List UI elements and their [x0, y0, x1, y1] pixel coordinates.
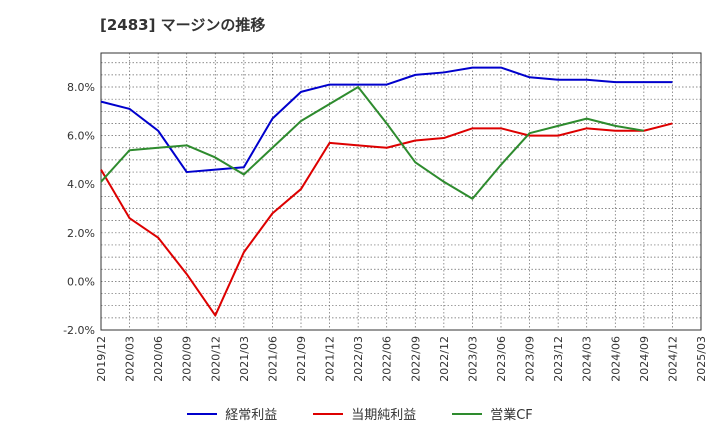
- grid-lines: [100, 53, 702, 331]
- x-tick-label: 2025/03: [695, 336, 708, 382]
- x-tick-label: 2024/06: [609, 336, 622, 382]
- x-tick-label: 2021/06: [266, 336, 279, 382]
- x-tick-label: 2023/03: [466, 336, 479, 382]
- series-lines: [100, 66, 673, 317]
- x-tick-label: 2023/12: [552, 336, 565, 382]
- y-axis-ticks: -2.0% 0.0% 2.0% 4.0% 6.0% 8.0%: [63, 81, 95, 337]
- y-tick-label: 8.0%: [67, 81, 95, 94]
- x-tick-label: 2020/09: [181, 336, 194, 382]
- series-line-0: [100, 66, 673, 174]
- x-tick-label: 2023/06: [495, 336, 508, 382]
- chart-title: [2483] マージンの推移: [100, 16, 266, 34]
- x-tick-label: 2019/12: [95, 336, 108, 382]
- series-line-1: [100, 122, 673, 317]
- x-tick-label: 2024/03: [581, 336, 594, 382]
- y-tick-label: 2.0%: [67, 227, 95, 240]
- x-tick-label: 2021/09: [295, 336, 308, 382]
- x-tick-label: 2022/06: [381, 336, 394, 382]
- legend-item-operating-cf: 営業CF: [452, 404, 533, 423]
- x-axis-ticks: 2019/12 2020/03 2020/06 2020/09 2020/12 2021/…: [95, 336, 708, 382]
- plot-area: [100, 52, 702, 331]
- x-tick-label: 2020/12: [209, 336, 222, 382]
- x-tick-label: 2021/03: [238, 336, 251, 382]
- y-tick-label: 6.0%: [67, 130, 95, 143]
- legend-swatch-ordinary-profit: [187, 412, 218, 415]
- x-tick-label: 2021/12: [324, 336, 337, 382]
- series-line-2: [100, 86, 645, 200]
- legend-swatch-net-profit: [313, 412, 344, 415]
- legend-item-ordinary-profit: 経常利益: [187, 404, 277, 423]
- x-tick-label: 2022/09: [409, 336, 422, 382]
- x-tick-label: 2024/12: [666, 336, 679, 382]
- legend-swatch-operating-cf: [452, 412, 483, 415]
- x-tick-label: 2023/09: [524, 336, 537, 382]
- legend-item-net-profit: 当期純利益: [313, 404, 416, 423]
- x-tick-label: 2020/03: [124, 336, 137, 382]
- x-tick-label: 2022/12: [438, 336, 451, 382]
- legend-label-ordinary-profit: 経常利益: [225, 408, 278, 423]
- legend: 経常利益 当期純利益 営業CF: [0, 404, 720, 423]
- x-tick-label: 2020/06: [152, 336, 165, 382]
- y-tick-label: 0.0%: [67, 275, 95, 288]
- legend-label-net-profit: 当期純利益: [351, 408, 417, 423]
- y-tick-label: 4.0%: [67, 178, 95, 191]
- x-tick-label: 2024/09: [638, 336, 651, 382]
- y-tick-label: -2.0%: [63, 324, 95, 337]
- x-tick-label: 2022/03: [352, 336, 365, 382]
- legend-label-operating-cf: 営業CF: [490, 408, 533, 423]
